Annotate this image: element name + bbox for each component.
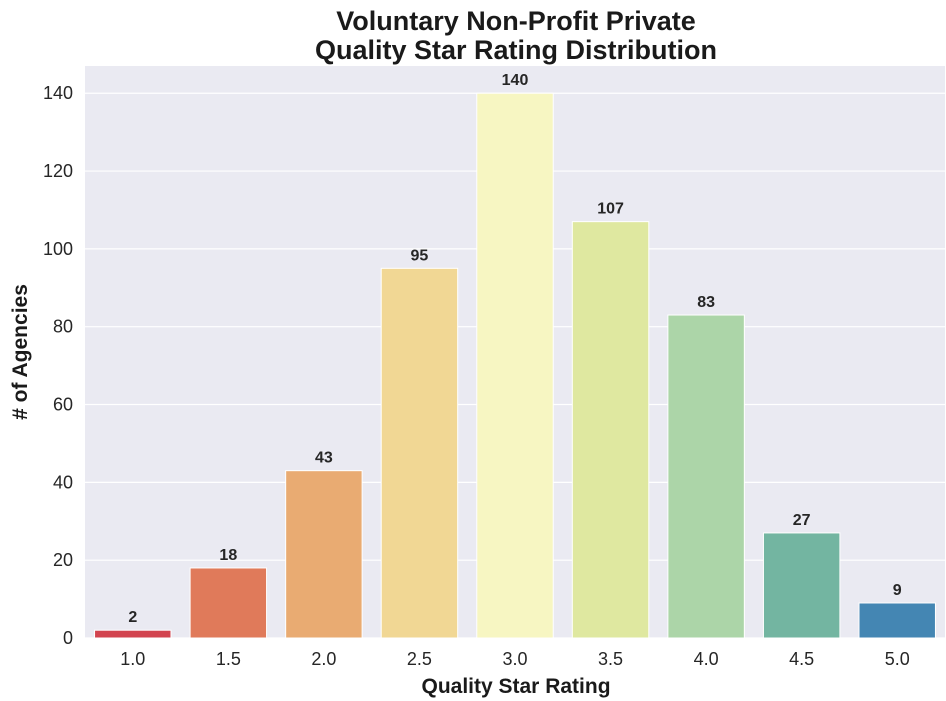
x-tick-label: 4.0 [694,649,719,669]
x-tick-label: 3.5 [598,649,623,669]
x-tick-label: 5.0 [885,649,910,669]
x-tick-label: 4.5 [789,649,814,669]
bar-3.5 [571,221,650,639]
bar-2.0 [285,470,363,639]
chart-title-line-1: Voluntary Non-Profit Private [336,6,696,36]
y-tick-label: 140 [43,83,73,103]
bars [94,92,936,639]
data-label-4.5: 27 [793,512,811,529]
chart-title: Voluntary Non-Profit Private Quality Sta… [315,6,717,65]
data-label-2.5: 95 [411,247,429,264]
data-label-1.5: 18 [219,547,237,564]
bar-1.0 [94,629,172,639]
data-label-3.5: 107 [597,201,624,218]
x-tick-label: 2.5 [407,649,432,669]
x-tick-label: 2.0 [311,649,336,669]
x-axis-ticks: 1.0 1.5 2.0 2.5 3.0 3.5 4.0 4.5 5.0 [120,649,909,669]
x-tick-label: 3.0 [502,649,527,669]
bar-2.5 [380,267,459,639]
x-tick-label: 1.5 [216,649,241,669]
data-label-1.0: 2 [128,609,137,626]
y-tick-label: 120 [43,161,73,181]
y-tick-label: 60 [53,395,73,415]
chart-title-line-2: Quality Star Rating Distribution [315,35,717,65]
x-tick-label: 1.0 [120,649,145,669]
y-axis-label: # of Agencies [9,284,32,420]
y-tick-label: 20 [53,550,73,570]
data-label-4.0: 83 [697,294,715,311]
y-tick-label: 80 [53,317,73,337]
data-label-3.0: 140 [502,72,529,89]
bar-3.0 [476,92,554,639]
bar-5.0 [858,602,936,639]
y-tick-label: 100 [43,239,73,259]
bar-1.5 [189,567,268,639]
bar-4.0 [667,314,745,639]
y-axis-ticks: 0 20 40 60 80 100 120 140 [43,83,73,648]
bar-4.5 [762,532,841,639]
y-tick-label: 40 [53,472,73,492]
data-labels: 2 18 43 95 140 107 83 27 9 [128,72,901,626]
x-axis-label: Quality Star Rating [421,675,610,698]
data-label-5.0: 9 [893,582,902,599]
data-label-2.0: 43 [315,450,333,467]
y-tick-label: 0 [63,628,73,648]
